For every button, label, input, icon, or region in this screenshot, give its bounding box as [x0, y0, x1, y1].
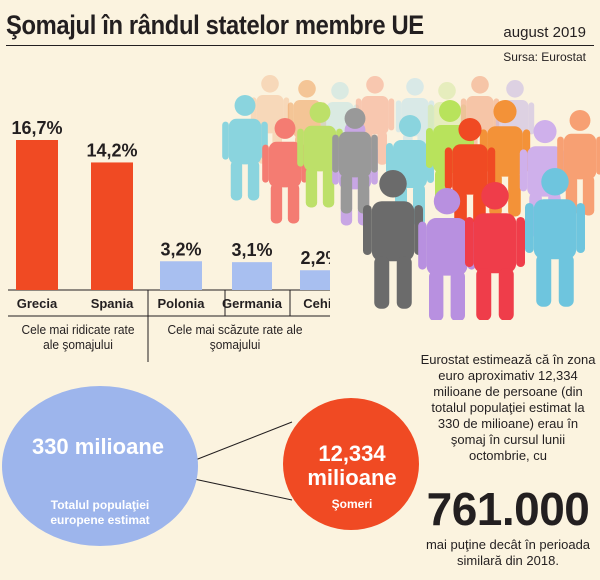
person-figure — [222, 95, 268, 201]
group-label-highest: Cele mai ridicate rate ale şomajului — [21, 322, 135, 352]
highlight-number: 761.000 — [426, 483, 590, 535]
person-figure — [363, 170, 423, 309]
unemployed-caption: Şomeri — [331, 497, 373, 511]
category-label: Polonia — [158, 296, 206, 311]
population-caption: Totalul populaţiei europene estimat — [50, 498, 150, 527]
bar-cehia — [300, 270, 330, 290]
group-label-lowest: Cele mai scăzute rate ale şomajului — [167, 322, 303, 352]
unemployed-value: 12,334 milioane — [282, 442, 422, 490]
person-figure — [262, 118, 308, 224]
bar-spania — [91, 162, 133, 290]
source-label: Sursa: Eurostat — [503, 50, 586, 64]
unemployed-circle — [283, 398, 419, 530]
connector-line-top — [179, 421, 293, 467]
population-circle — [2, 386, 198, 546]
bar-value-label: 2,2% — [300, 248, 330, 268]
crowd-illustration — [222, 75, 600, 320]
person-figure — [525, 168, 585, 307]
bar-value-label: 16,7% — [11, 118, 62, 138]
unemployed-value-line2: milioane — [307, 465, 397, 490]
bar-value-label: 14,2% — [86, 140, 137, 160]
category-label: Cehia — [303, 296, 330, 311]
person-figure — [465, 182, 525, 320]
bar-polonia — [160, 261, 202, 290]
population-value: 330 milioane — [31, 434, 165, 459]
category-label: Spania — [91, 296, 134, 311]
bar-chart: 16,7% Grecia 14,2% Spania 3,2% Polonia 3,1% Ger… — [8, 118, 330, 362]
population-bubbles — [2, 386, 419, 546]
category-label: Germania — [222, 296, 283, 311]
estimate-tail-text: mai puţine decât în perioada similară di… — [425, 537, 591, 568]
page-title: Şomajul în rândul statelor membre UE — [6, 10, 424, 40]
bar-value-label: 3,2% — [160, 239, 201, 259]
date-label: august 2019 — [503, 24, 586, 41]
title-divider — [6, 45, 594, 46]
unemployed-value-line1: 12,334 — [318, 441, 386, 466]
connector-line-bottom — [179, 475, 293, 501]
bar-value-label: 3,1% — [231, 240, 272, 260]
bar-germania — [232, 262, 272, 290]
bar-grecia — [16, 140, 58, 290]
category-label: Grecia — [17, 296, 58, 311]
estimate-text: Eurostat estimează că în zona euro aprox… — [420, 352, 596, 463]
person-figure — [332, 108, 378, 214]
